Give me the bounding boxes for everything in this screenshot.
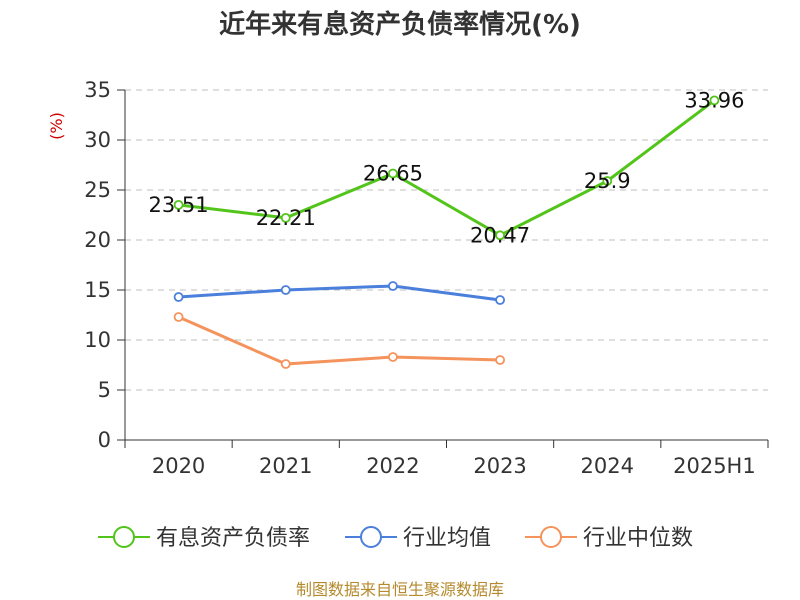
x-tick-label: 2021 — [259, 454, 312, 478]
data-point — [495, 230, 505, 241]
data-point — [602, 176, 613, 186]
data-point — [495, 355, 505, 365]
data-point — [495, 295, 505, 305]
series-line — [177, 315, 502, 366]
data-label: 22.21 — [256, 206, 316, 230]
data-point — [173, 292, 184, 302]
data-point — [173, 199, 184, 210]
series-3 — [173, 312, 505, 369]
legend-item-2: 行业均值 — [345, 526, 491, 551]
data-label: 23.51 — [149, 193, 209, 217]
x-tick-label: 2022 — [366, 454, 419, 478]
data-point — [388, 168, 398, 179]
y-tick-label: 20 — [84, 228, 111, 252]
series-2 — [173, 281, 505, 305]
data-point — [709, 95, 720, 106]
data-labels: 23.51 22.21 26.65 20.47 25.9 33.96 — [149, 88, 745, 247]
data-label: 33.96 — [684, 88, 744, 112]
y-tick-label: 15 — [84, 278, 111, 302]
series-line — [177, 284, 502, 302]
legend-item-3: 行业中位数 — [525, 526, 693, 551]
series-layer — [173, 95, 720, 369]
legend-marker — [360, 526, 382, 548]
x-tick-label: 2025H1 — [673, 454, 756, 478]
data-point — [388, 352, 398, 362]
x-tick-label: 2023 — [473, 454, 526, 478]
source-note: 制图数据来自恒生聚源数据库 — [296, 580, 504, 599]
axes: 0 5 10 15 20 25 30 35 2020 2021 2022 2023 2024 2025H1 — [84, 78, 769, 478]
legend-marker — [113, 526, 135, 548]
grid-lines — [125, 89, 768, 391]
data-label: 25.9 — [584, 169, 631, 193]
x-tick-label: 2020 — [152, 454, 205, 478]
legend-label: 有息资产负债率 — [156, 526, 310, 551]
y-tick-label: 35 — [84, 78, 111, 102]
legend-label: 行业中位数 — [583, 526, 693, 551]
y-tick-label: 5 — [98, 378, 111, 402]
y-tick-label: 10 — [84, 328, 111, 352]
y-tick-label: 30 — [84, 128, 111, 152]
data-point — [280, 285, 291, 295]
series-1 — [173, 95, 720, 241]
data-point — [280, 212, 291, 223]
y-axis-unit: (%) — [47, 112, 66, 140]
data-label: 26.65 — [363, 162, 423, 186]
chart-title: 近年来有息资产负债率情况(%) — [219, 9, 581, 40]
y-tick-label: 0 — [98, 428, 111, 452]
data-label: 20.47 — [470, 223, 530, 247]
legend: 有息资产负债率 行业均值 行业中位数 — [98, 526, 693, 551]
x-tick-label: 2024 — [581, 454, 634, 478]
legend-label: 行业均值 — [403, 526, 491, 551]
data-point — [388, 281, 398, 291]
legend-marker — [540, 526, 562, 548]
y-tick-label: 25 — [84, 178, 111, 202]
series-line — [177, 98, 716, 237]
data-point — [280, 359, 291, 369]
data-point — [173, 312, 184, 322]
legend-item-1: 有息资产负债率 — [98, 526, 310, 551]
